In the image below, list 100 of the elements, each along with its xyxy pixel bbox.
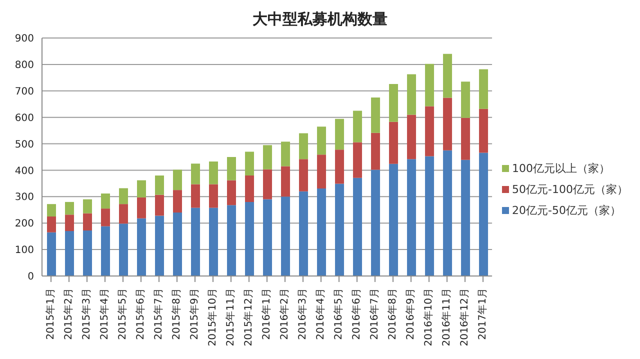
bar [83, 199, 92, 214]
y-tick-label: 400 [14, 166, 34, 177]
bar [47, 204, 56, 216]
x-tick-label: 2016年8月 [386, 288, 399, 340]
bar [263, 199, 272, 276]
bar [479, 152, 488, 276]
x-tick-label: 2015年4月 [98, 288, 111, 340]
bar [119, 204, 128, 224]
bar [119, 224, 128, 276]
x-tick-label: 2015年10月 [206, 288, 219, 346]
bar [155, 176, 164, 195]
bar [227, 205, 236, 276]
x-tick-label: 2016年1月 [260, 288, 273, 340]
bar [443, 54, 452, 98]
bar [191, 208, 200, 276]
bar [47, 232, 56, 276]
x-tick-label: 2015年6月 [134, 288, 147, 340]
bar [407, 159, 416, 276]
bar [65, 231, 74, 276]
bar [263, 145, 272, 170]
bar [47, 216, 56, 232]
bar [137, 197, 146, 218]
x-tick-label: 2016年2月 [278, 288, 291, 340]
x-tick-label: 2016年11月 [440, 288, 453, 346]
bar [443, 98, 452, 150]
x-tick-label: 2015年11月 [224, 288, 237, 346]
bar [461, 82, 470, 118]
bar [263, 169, 272, 200]
bar [335, 184, 344, 276]
x-tick-label: 2016年10月 [422, 288, 435, 346]
bar [281, 196, 290, 276]
bar [83, 230, 92, 276]
bar [371, 132, 380, 170]
x-tick-label: 2017年1月 [476, 288, 489, 340]
bar [407, 114, 416, 160]
y-tick-label: 500 [14, 139, 34, 150]
bar [443, 150, 452, 276]
bar [137, 180, 146, 198]
bar [299, 133, 308, 160]
bar [119, 188, 128, 204]
x-tick-label: 2016年7月 [368, 288, 381, 340]
y-tick-label: 800 [14, 60, 34, 71]
y-tick-label: 600 [14, 112, 34, 124]
bar [479, 69, 488, 109]
x-tick-label: 2015年5月 [116, 288, 129, 340]
bar [317, 126, 326, 155]
x-tick-label: 2015年2月 [62, 288, 74, 340]
bar [83, 213, 92, 231]
x-tick-label: 2016年4月 [314, 288, 327, 340]
legend-label: 50亿元-100亿元（家） [512, 182, 628, 196]
bar [101, 208, 110, 226]
bar [299, 191, 308, 276]
bar [173, 212, 182, 276]
bar [317, 154, 326, 188]
bar [425, 156, 434, 276]
bar [353, 178, 362, 276]
y-tick-label: 700 [14, 86, 34, 98]
x-tick-label: 2016年9月 [404, 288, 417, 340]
bar [281, 166, 290, 197]
bar [389, 164, 398, 276]
bar [173, 190, 182, 213]
y-tick-label: 0 [28, 272, 34, 283]
bar [317, 188, 326, 276]
bar [425, 64, 434, 106]
bar [389, 84, 398, 122]
bar [371, 98, 380, 133]
bar [389, 122, 398, 164]
bar [209, 161, 218, 184]
y-tick-label: 200 [14, 218, 34, 230]
bar [245, 152, 254, 176]
bar [173, 170, 182, 190]
bar [461, 160, 470, 276]
bar [281, 142, 290, 166]
bar [209, 208, 218, 276]
bar [155, 194, 164, 216]
bar [137, 218, 146, 276]
bar [353, 110, 362, 142]
bar [353, 142, 362, 178]
bar [227, 157, 236, 180]
bar [155, 216, 164, 276]
bar [407, 74, 416, 115]
bar [65, 214, 74, 232]
x-tick-label: 2015年8月 [170, 288, 183, 340]
y-tick-label: 300 [14, 192, 34, 204]
x-tick-label: 2016年6月 [350, 288, 363, 340]
x-tick-label: 2015年3月 [80, 288, 93, 340]
legend-label: 20亿元-50亿元（家） [512, 202, 621, 218]
bar [191, 184, 200, 208]
bar [65, 202, 74, 215]
bar [245, 202, 254, 276]
chart-title: 大中型私募机构数量 [252, 9, 388, 30]
bar [191, 164, 200, 184]
legend-label: 100亿元以上（家） [512, 160, 610, 176]
bar [479, 108, 488, 153]
bar [209, 184, 218, 208]
bar [425, 106, 434, 156]
bar [335, 118, 344, 150]
x-tick-label: 2016年5月 [332, 288, 345, 340]
bar [461, 118, 470, 160]
bar [101, 193, 110, 209]
